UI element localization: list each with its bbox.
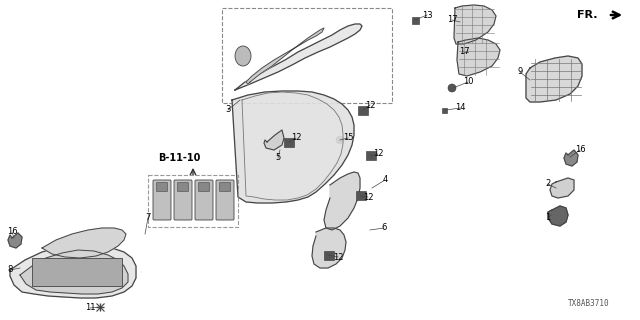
Polygon shape bbox=[10, 244, 136, 298]
Text: 7: 7 bbox=[145, 213, 150, 222]
Polygon shape bbox=[526, 56, 582, 102]
FancyBboxPatch shape bbox=[177, 182, 189, 191]
FancyBboxPatch shape bbox=[358, 106, 367, 115]
FancyBboxPatch shape bbox=[174, 180, 192, 220]
Circle shape bbox=[336, 136, 344, 144]
Polygon shape bbox=[232, 91, 354, 203]
Text: 17: 17 bbox=[459, 47, 469, 57]
Text: 1: 1 bbox=[545, 213, 550, 222]
Text: 5: 5 bbox=[275, 154, 280, 163]
Text: 6: 6 bbox=[381, 223, 387, 233]
Text: 12: 12 bbox=[363, 193, 373, 202]
Text: 17: 17 bbox=[447, 15, 458, 25]
Text: FR.: FR. bbox=[577, 10, 598, 20]
Polygon shape bbox=[324, 172, 360, 230]
FancyBboxPatch shape bbox=[32, 258, 122, 286]
FancyBboxPatch shape bbox=[198, 182, 209, 191]
Text: 16: 16 bbox=[6, 228, 17, 236]
Polygon shape bbox=[312, 228, 346, 268]
Polygon shape bbox=[457, 38, 500, 76]
Circle shape bbox=[448, 84, 456, 92]
Polygon shape bbox=[42, 228, 126, 258]
FancyBboxPatch shape bbox=[216, 180, 234, 220]
FancyBboxPatch shape bbox=[195, 180, 213, 220]
FancyBboxPatch shape bbox=[157, 182, 168, 191]
Text: TX8AB3710: TX8AB3710 bbox=[568, 299, 610, 308]
FancyBboxPatch shape bbox=[323, 251, 333, 260]
Polygon shape bbox=[264, 130, 284, 150]
Polygon shape bbox=[246, 28, 324, 84]
Polygon shape bbox=[20, 250, 128, 294]
Polygon shape bbox=[8, 233, 22, 248]
Bar bbox=[442, 108, 447, 113]
Polygon shape bbox=[550, 178, 574, 198]
Polygon shape bbox=[454, 5, 496, 44]
Text: 14: 14 bbox=[455, 103, 465, 113]
Text: 2: 2 bbox=[545, 180, 550, 188]
Polygon shape bbox=[235, 24, 362, 90]
Text: 12: 12 bbox=[291, 133, 301, 142]
Text: 13: 13 bbox=[422, 11, 432, 20]
Text: 12: 12 bbox=[372, 149, 383, 158]
FancyBboxPatch shape bbox=[365, 150, 376, 159]
Bar bbox=[412, 17, 419, 23]
Text: 10: 10 bbox=[463, 77, 473, 86]
Text: 15: 15 bbox=[343, 133, 353, 142]
Text: 11: 11 bbox=[84, 303, 95, 313]
Polygon shape bbox=[548, 206, 568, 226]
FancyBboxPatch shape bbox=[153, 180, 171, 220]
Polygon shape bbox=[564, 150, 578, 166]
FancyBboxPatch shape bbox=[355, 190, 365, 199]
FancyBboxPatch shape bbox=[284, 138, 294, 147]
FancyBboxPatch shape bbox=[220, 182, 230, 191]
Text: 12: 12 bbox=[333, 252, 343, 261]
Text: 3: 3 bbox=[225, 106, 230, 115]
Ellipse shape bbox=[235, 46, 251, 66]
Text: 12: 12 bbox=[365, 100, 375, 109]
Text: 4: 4 bbox=[382, 175, 388, 185]
Text: B-11-10: B-11-10 bbox=[158, 153, 200, 163]
Text: 9: 9 bbox=[517, 68, 523, 76]
Text: 16: 16 bbox=[575, 146, 586, 155]
Text: 8: 8 bbox=[7, 266, 13, 275]
